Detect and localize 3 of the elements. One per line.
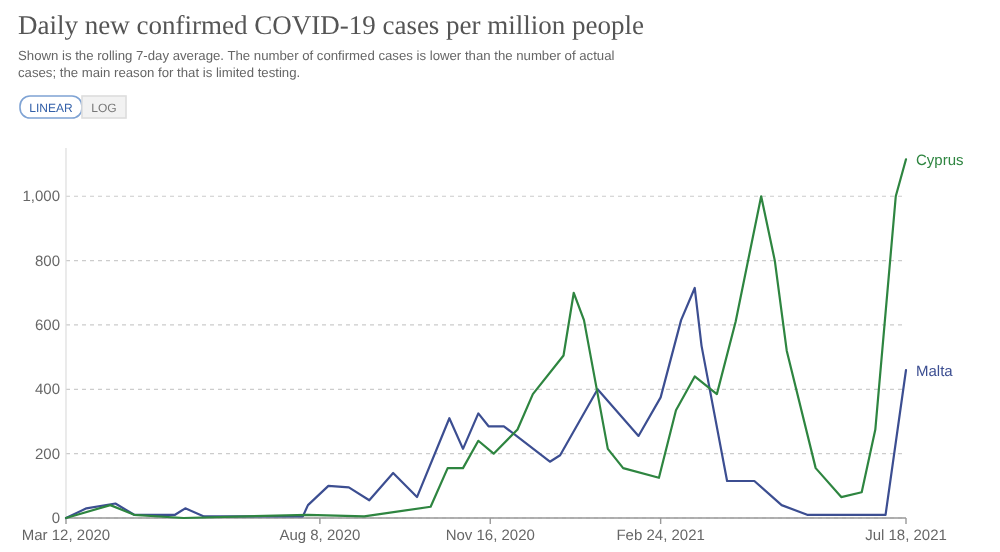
chart-title: Daily new confirmed COVID-19 cases per million people [18, 10, 645, 40]
line-series [64, 158, 908, 520]
line-series [64, 286, 908, 520]
